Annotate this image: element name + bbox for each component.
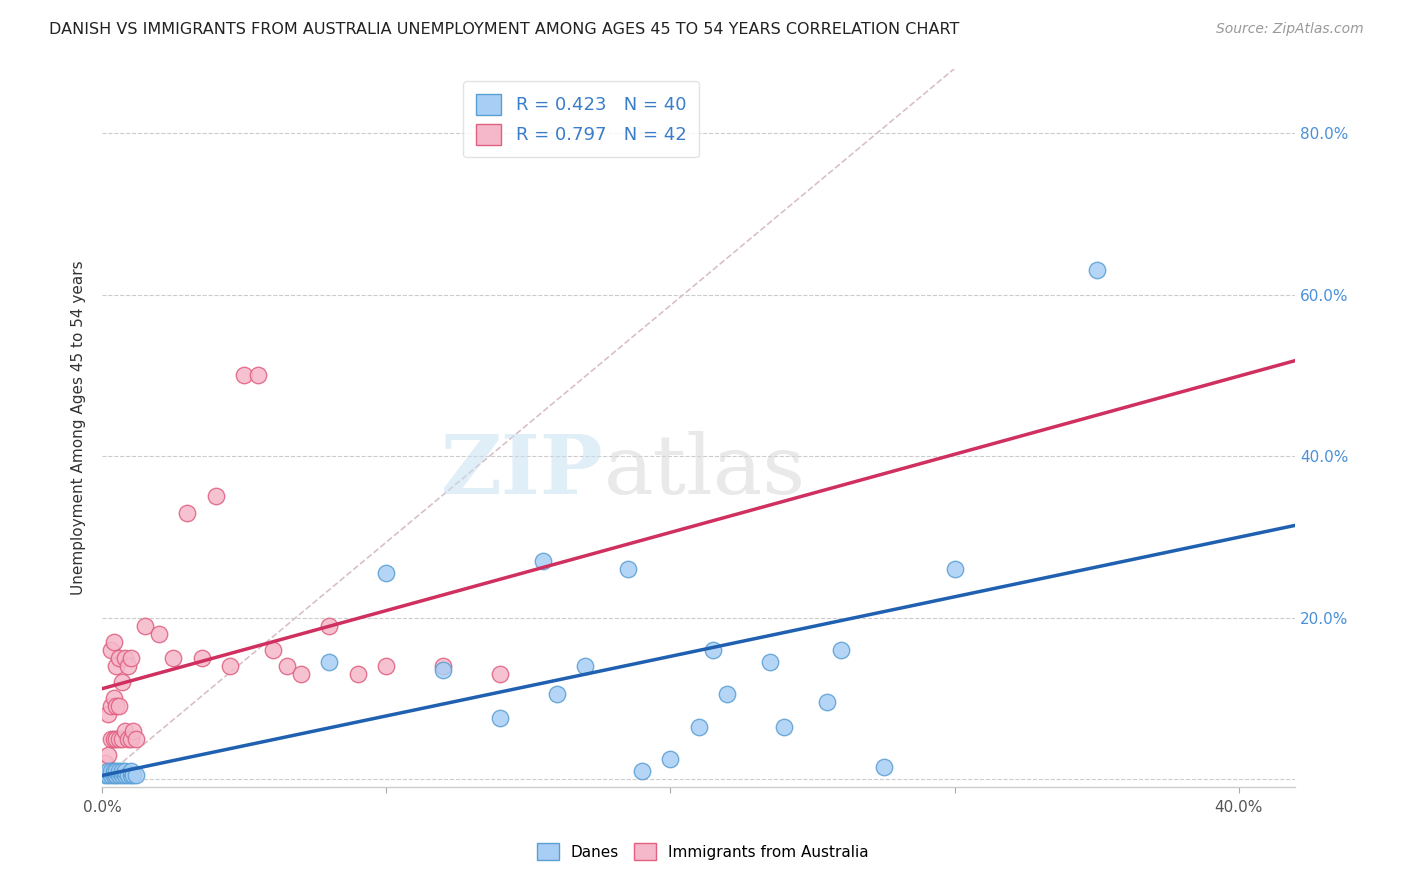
Point <box>162 651 184 665</box>
Point <box>125 768 148 782</box>
Point <box>103 764 125 778</box>
Point <box>108 699 131 714</box>
Point <box>205 490 228 504</box>
Point <box>176 506 198 520</box>
Point <box>233 368 256 383</box>
Point <box>100 764 122 778</box>
Point <box>773 719 796 733</box>
Point <box>759 655 782 669</box>
Point <box>120 768 142 782</box>
Point <box>489 711 512 725</box>
Point <box>100 699 122 714</box>
Point <box>574 659 596 673</box>
Point <box>872 760 894 774</box>
Point <box>103 634 125 648</box>
Legend: R = 0.423   N = 40, R = 0.797   N = 42: R = 0.423 N = 40, R = 0.797 N = 42 <box>463 81 699 157</box>
Point <box>108 764 131 778</box>
Y-axis label: Unemployment Among Ages 45 to 54 years: Unemployment Among Ages 45 to 54 years <box>72 260 86 595</box>
Point <box>716 687 738 701</box>
Point <box>97 707 120 722</box>
Point <box>120 651 142 665</box>
Point <box>120 764 142 778</box>
Point <box>375 566 398 581</box>
Text: ZIP: ZIP <box>440 431 603 511</box>
Point <box>97 768 120 782</box>
Point <box>114 768 136 782</box>
Text: atlas: atlas <box>603 431 806 511</box>
Point <box>114 651 136 665</box>
Point <box>94 756 117 770</box>
Point <box>290 667 312 681</box>
Point <box>122 768 145 782</box>
Point <box>631 764 654 778</box>
Point <box>100 731 122 746</box>
Point <box>111 731 134 746</box>
Point <box>108 731 131 746</box>
Point <box>219 659 242 673</box>
Point <box>190 651 212 665</box>
Point <box>702 642 724 657</box>
Point <box>148 626 170 640</box>
Point <box>122 723 145 738</box>
Point <box>546 687 568 701</box>
Point <box>134 618 156 632</box>
Text: DANISH VS IMMIGRANTS FROM AUSTRALIA UNEMPLOYMENT AMONG AGES 45 TO 54 YEARS CORRE: DANISH VS IMMIGRANTS FROM AUSTRALIA UNEM… <box>49 22 959 37</box>
Point <box>117 731 139 746</box>
Point <box>531 554 554 568</box>
Point <box>105 659 128 673</box>
Point <box>100 768 122 782</box>
Point <box>262 642 284 657</box>
Point <box>100 642 122 657</box>
Point <box>94 768 117 782</box>
Point <box>318 618 340 632</box>
Point <box>103 768 125 782</box>
Point <box>97 747 120 762</box>
Point <box>105 699 128 714</box>
Point <box>108 768 131 782</box>
Point <box>617 562 640 576</box>
Point <box>815 695 838 709</box>
Point <box>120 731 142 746</box>
Point <box>276 659 298 673</box>
Point <box>1085 263 1108 277</box>
Point <box>347 667 370 681</box>
Point <box>375 659 398 673</box>
Point <box>943 562 966 576</box>
Point <box>97 764 120 778</box>
Point <box>114 764 136 778</box>
Legend: Danes, Immigrants from Australia: Danes, Immigrants from Australia <box>531 837 875 866</box>
Point <box>114 723 136 738</box>
Point <box>105 768 128 782</box>
Text: Source: ZipAtlas.com: Source: ZipAtlas.com <box>1216 22 1364 37</box>
Point <box>103 731 125 746</box>
Point <box>103 691 125 706</box>
Point <box>108 651 131 665</box>
Point <box>318 655 340 669</box>
Point <box>105 731 128 746</box>
Point <box>432 663 454 677</box>
Point <box>111 768 134 782</box>
Point <box>489 667 512 681</box>
Point <box>105 764 128 778</box>
Point <box>432 659 454 673</box>
Point <box>117 659 139 673</box>
Point <box>125 731 148 746</box>
Point <box>659 752 682 766</box>
Point <box>111 764 134 778</box>
Point <box>688 719 710 733</box>
Point <box>247 368 270 383</box>
Point <box>117 768 139 782</box>
Point <box>111 675 134 690</box>
Point <box>830 642 852 657</box>
